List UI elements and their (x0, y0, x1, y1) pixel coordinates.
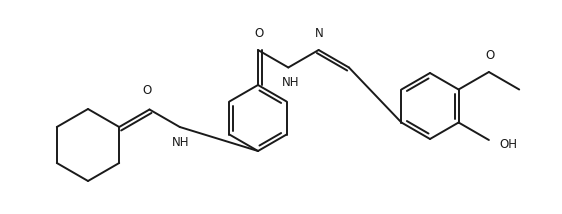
Text: O: O (485, 49, 495, 62)
Text: NH: NH (282, 76, 299, 89)
Text: O: O (143, 85, 152, 98)
Text: OH: OH (499, 138, 517, 152)
Text: NH: NH (172, 136, 189, 149)
Text: O: O (255, 27, 264, 40)
Text: N: N (315, 27, 324, 40)
